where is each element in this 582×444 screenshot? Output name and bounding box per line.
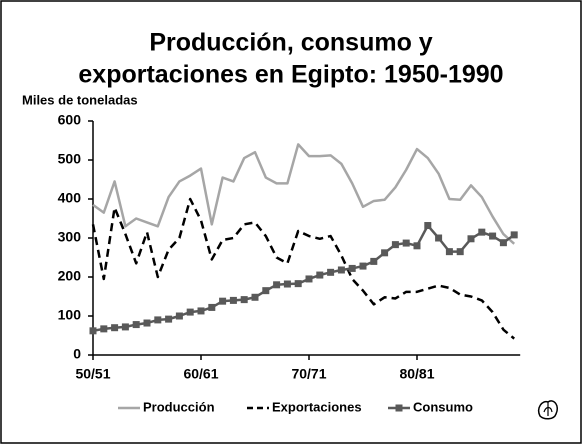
series-line bbox=[91, 197, 515, 340]
y-tick-label: 200 bbox=[58, 268, 82, 284]
point-marker bbox=[143, 319, 151, 327]
y-tick-label: 300 bbox=[58, 229, 82, 245]
point-marker bbox=[294, 280, 302, 288]
point-marker bbox=[391, 241, 399, 249]
point-marker bbox=[337, 266, 345, 274]
point-marker bbox=[197, 307, 205, 315]
point-marker bbox=[445, 248, 453, 256]
legend-marker bbox=[395, 404, 403, 412]
point-marker bbox=[262, 287, 270, 295]
series-line bbox=[92, 224, 515, 333]
legend-label: Exportaciones bbox=[272, 399, 362, 414]
point-marker bbox=[208, 303, 216, 311]
point-marker bbox=[121, 323, 129, 331]
point-marker bbox=[100, 325, 108, 333]
point-marker bbox=[413, 242, 421, 250]
point-marker bbox=[273, 281, 281, 289]
x-tick-label: 80/81 bbox=[399, 366, 434, 382]
point-marker bbox=[381, 249, 389, 257]
legend-label: Producción bbox=[143, 399, 215, 414]
x-tick-label: 60/61 bbox=[183, 366, 218, 382]
y-tick-label: 400 bbox=[58, 190, 82, 206]
point-marker bbox=[283, 280, 291, 288]
point-marker bbox=[175, 312, 183, 320]
x-tick-label: 50/51 bbox=[75, 366, 110, 382]
icon bbox=[537, 400, 559, 420]
point-marker bbox=[456, 248, 464, 256]
point-marker bbox=[478, 228, 486, 236]
point-marker bbox=[165, 315, 173, 323]
point-marker bbox=[510, 231, 518, 239]
point-marker bbox=[305, 275, 313, 283]
point-marker bbox=[132, 321, 140, 329]
point-marker bbox=[186, 308, 194, 316]
y-tick-label: 500 bbox=[58, 151, 82, 167]
point-marker bbox=[348, 264, 356, 272]
point-marker bbox=[219, 297, 227, 305]
point-marker bbox=[435, 234, 443, 242]
point-marker bbox=[316, 271, 324, 279]
point-marker bbox=[467, 235, 475, 243]
point-marker bbox=[424, 222, 432, 230]
point-marker bbox=[89, 327, 97, 335]
y-axis-label: Miles de toneladas bbox=[22, 92, 138, 107]
point-marker bbox=[499, 239, 507, 247]
point-marker bbox=[240, 296, 248, 304]
point-marker bbox=[229, 296, 237, 304]
point-marker bbox=[370, 257, 378, 265]
y-tick-label: 600 bbox=[58, 112, 82, 128]
point-marker bbox=[359, 262, 367, 270]
legend-label: Consumo bbox=[413, 399, 473, 414]
point-marker bbox=[111, 324, 119, 332]
point-marker bbox=[489, 232, 497, 240]
point-marker bbox=[327, 268, 335, 276]
point-marker bbox=[251, 293, 259, 301]
chart-title: Producción, consumo y bbox=[149, 29, 432, 57]
series-line bbox=[92, 143, 516, 245]
point-marker bbox=[402, 239, 410, 247]
point-marker bbox=[154, 316, 162, 324]
x-tick-label: 70/71 bbox=[291, 366, 326, 382]
y-tick-label: 100 bbox=[58, 307, 82, 323]
y-tick-label: 0 bbox=[73, 346, 81, 362]
chart-title: exportaciones en Egipto: 1950-1990 bbox=[78, 61, 503, 89]
